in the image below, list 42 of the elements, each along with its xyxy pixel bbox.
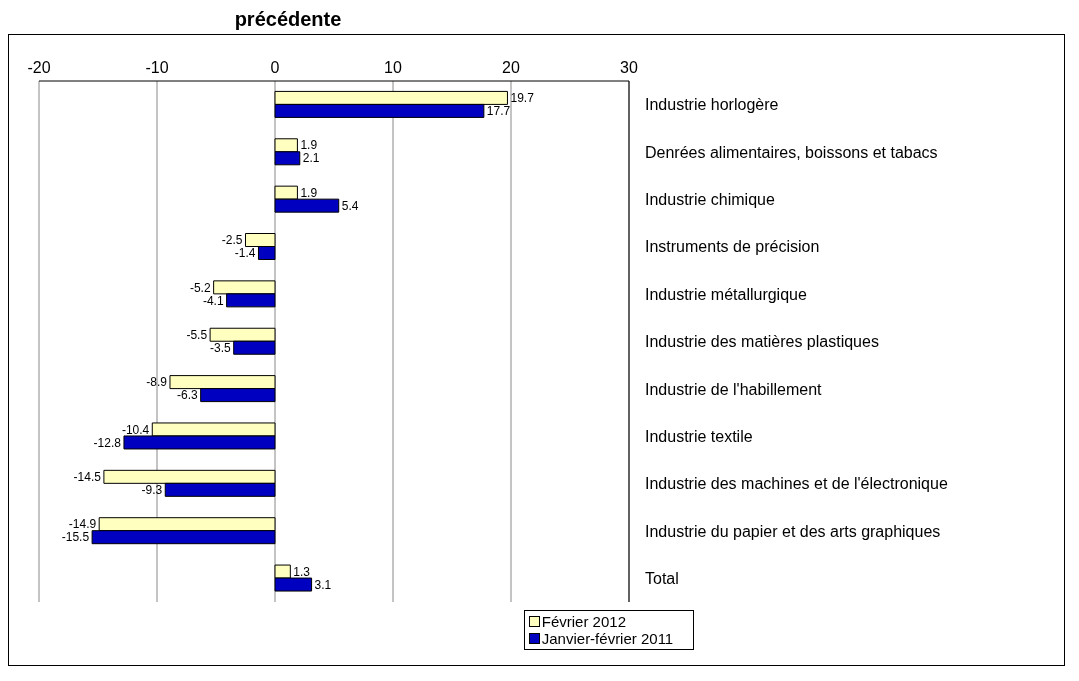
data-label: -12.8 [93,435,122,450]
y-tick-label: Industrie textile [645,427,753,445]
x-tick-label: -10 [145,59,169,76]
x-tick-label: 10 [384,59,402,76]
y-tick-label: Industrie des machines et de l'électronique [645,475,948,493]
data-label: 3.1 [314,577,332,592]
y-tick-label: Industrie horlogère [645,96,779,114]
data-label: -10.4 [121,422,150,437]
x-tick-label: 20 [502,59,520,76]
data-label: -15.5 [61,530,90,545]
y-tick-label: Industrie métallurgique [645,285,807,303]
x-tick-label: 0 [270,59,280,76]
data-label: 19.7 [510,91,535,106]
data-label: -14.9 [68,517,97,532]
y-tick-label: Instruments de précision [645,238,820,256]
x-tick-label: 30 [620,59,638,76]
data-label: -3.5 [210,340,232,355]
data-label: -14.5 [73,470,102,484]
data-label: -1.4 [234,246,256,261]
y-tick-label: Total [645,570,679,587]
data-label: -8.9 [146,375,168,390]
legend-label: Février 2012 [541,613,626,630]
y-tick-label: Denrées alimentaires, boissons et tabacs [645,143,938,161]
y-tick-label: Industrie des matières plastiques [645,333,879,351]
data-label: 1.3 [293,564,311,579]
data-label: -4.1 [202,293,224,308]
data-label: 2.1 [302,151,320,166]
data-label: -5.2 [189,280,211,295]
chart-title: précédente [233,8,343,32]
data-label: 17.7 [486,104,511,119]
x-tick-label: -20 [27,59,51,76]
data-label: 1.9 [300,138,318,153]
data-label: -6.3 [176,388,198,403]
data-label: -9.3 [141,483,163,497]
legend-label: Janvier-février 2011 [541,630,674,647]
y-tick-label: Industrie chimique [645,191,775,209]
y-tick-label: Industrie du papier et des arts graphiques [645,522,941,540]
data-label: 5.4 [341,198,359,213]
data-label: 1.9 [300,185,318,200]
y-tick-label: Industrie de l'habillement [645,380,823,398]
data-label: -5.5 [186,327,208,342]
data-label: -2.5 [221,233,243,248]
